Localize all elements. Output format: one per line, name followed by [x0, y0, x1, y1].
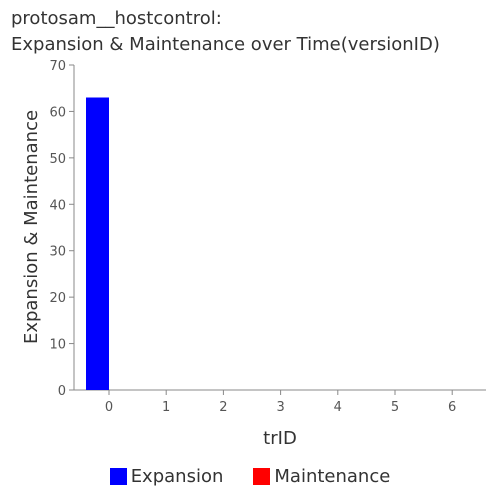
- legend-item-maintenance: Maintenance: [253, 466, 390, 487]
- x-axis-title: trID: [263, 428, 297, 449]
- y-tick-label-70: 70: [49, 59, 66, 74]
- y-tick-label-40: 40: [49, 198, 66, 213]
- x-tick-label-1: 1: [162, 400, 170, 415]
- chart-title-line-2: Expansion & Maintenance over Time(versio…: [11, 34, 440, 55]
- y-tick-label-10: 10: [49, 338, 66, 353]
- x-tick-label-2: 2: [219, 400, 227, 415]
- x-tick-label-3: 3: [276, 400, 284, 415]
- y-tick-label-30: 30: [49, 245, 66, 260]
- bar-expansion-0: [86, 97, 109, 390]
- x-tick-label-5: 5: [391, 400, 399, 415]
- x-tick-label-6: 6: [448, 400, 456, 415]
- legend-swatch-expansion: [109, 468, 127, 485]
- legend-item-expansion: Expansion: [109, 466, 224, 487]
- legend-label-expansion: Expansion: [130, 466, 224, 487]
- legend-swatch-maintenance: [253, 468, 271, 485]
- y-tick-label-20: 20: [49, 291, 66, 306]
- y-tick-label-0: 0: [58, 384, 66, 399]
- x-axis: 0 1 2 3 4 5 6: [74, 389, 486, 415]
- y-axis-title: Expansion & Maintenance: [21, 110, 42, 344]
- x-tick-label-0: 0: [105, 400, 113, 415]
- y-tick-label-50: 50: [49, 152, 66, 167]
- y-tick-label-60: 60: [49, 105, 66, 120]
- y-axis: 0 10 20 30 40 50 60 70: [49, 59, 75, 399]
- bars: [86, 97, 109, 390]
- legend-label-maintenance: Maintenance: [274, 466, 391, 487]
- x-tick-label-4: 4: [334, 400, 342, 415]
- legend: Expansion Maintenance: [0, 466, 500, 487]
- chart-title-line-1: protosam__hostcontrol:: [11, 8, 222, 29]
